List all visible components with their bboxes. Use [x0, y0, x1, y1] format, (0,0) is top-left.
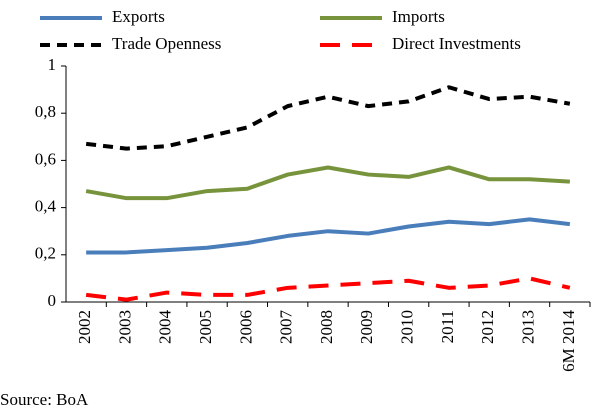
x-tick-label: 2008	[317, 310, 336, 344]
x-tick-label: 6M 2014	[559, 310, 578, 372]
x-tick-label: 2012	[478, 310, 497, 344]
line-series	[85, 276, 571, 302]
x-tick-label: 2002	[75, 310, 94, 344]
x-tick-label: 2006	[236, 310, 255, 344]
x-tick-label: 2011	[438, 310, 457, 343]
y-tick-label: 0,4	[35, 197, 57, 216]
y-tick-label: 0,2	[35, 244, 56, 263]
x-tick-label: 2003	[115, 310, 134, 344]
x-tick-label: 2005	[196, 310, 215, 344]
x-tick-label: 2010	[398, 310, 417, 344]
legend-label: Trade Openness	[112, 34, 221, 53]
legend-label: Direct Investments	[392, 34, 521, 53]
y-tick-label: 0	[48, 291, 57, 310]
legend-label: Imports	[392, 7, 445, 26]
y-tick-label: 0,8	[35, 102, 56, 121]
x-tick-label: 2009	[357, 310, 376, 344]
source-note: Source: BoA	[0, 390, 89, 409]
x-tick-label: 2004	[156, 310, 175, 345]
line-series	[85, 85, 571, 151]
legend-label: Exports	[112, 7, 165, 26]
line-series	[86, 217, 571, 255]
x-tick-label: 2007	[277, 310, 296, 345]
line-series	[85, 165, 570, 201]
y-tick-label: 1	[48, 55, 57, 74]
y-tick-label: 0,6	[35, 149, 56, 168]
x-tick-label: 2013	[518, 310, 537, 344]
